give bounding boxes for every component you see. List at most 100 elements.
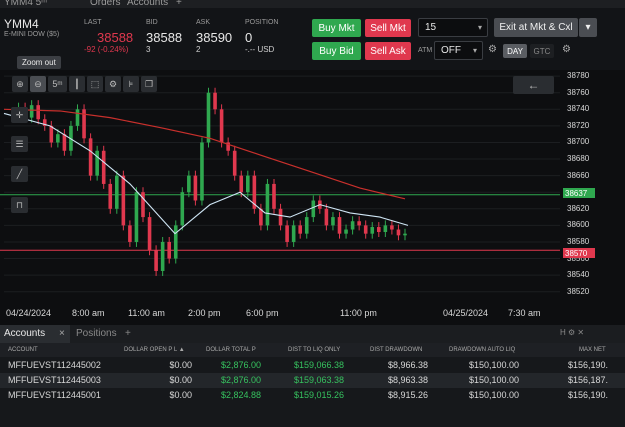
- candle-body: [160, 241, 165, 271]
- price-tick-label: 38740: [567, 104, 590, 114]
- lock-icon[interactable]: ⊓: [11, 197, 28, 213]
- time-tick-label: 6:00 pm: [246, 308, 279, 318]
- add-tab-button[interactable]: +: [125, 328, 131, 339]
- candle-body: [259, 208, 263, 226]
- candle-body: [363, 225, 368, 234]
- col-dollar-total-pl[interactable]: DOLLAR TOTAL P: [206, 347, 256, 353]
- cell-dist-drawdown: $8,966.38: [387, 360, 428, 370]
- col-dist-drawdown[interactable]: DIST DRAWDOWN: [370, 347, 423, 353]
- cell-dist-drawdown: $8,915.26: [387, 390, 428, 400]
- col-drawdown-auto-liq[interactable]: DRAWDOWN AUTO LIQ: [449, 347, 516, 353]
- atm-value: OFF: [441, 45, 461, 56]
- price-tag-red: 38570: [563, 248, 595, 258]
- bar-type-icon[interactable]: ┃: [69, 76, 85, 92]
- candle-body: [272, 183, 276, 209]
- candle-body: [324, 208, 329, 226]
- gear-icon[interactable]: ⚙: [105, 76, 121, 92]
- zoom-out-icon[interactable]: ⊖: [30, 76, 46, 92]
- time-tick-label: 7:30 am: [508, 308, 541, 318]
- candle-body: [141, 192, 145, 218]
- table-row[interactable]: MFFUEVST112445001 $0.00 $2,824.88 $159,0…: [0, 388, 625, 403]
- quantity-select[interactable]: 15 ▾: [418, 18, 488, 37]
- cell-auto-liq: $150,100.00: [468, 390, 519, 400]
- time-tick-label: 04/24/2024: [6, 308, 52, 318]
- candle-body: [62, 134, 67, 151]
- price-tick-label: 38560: [567, 253, 590, 263]
- table-row[interactable]: MFFUEVST112445003 $0.00 $2,876.00 $159,0…: [0, 373, 625, 388]
- position-value: 0: [245, 30, 253, 45]
- zoom-in-icon[interactable]: ⊕: [12, 76, 28, 92]
- candle-body: [357, 221, 361, 226]
- chart-toolbar: ⊕ ⊖ 5ᵐ ┃ ⬚ ⚙ ⊧ ❐: [12, 76, 159, 92]
- price-tick-label: 38780: [567, 71, 590, 81]
- candle-body: [370, 227, 375, 234]
- candle-body: [383, 225, 388, 233]
- cell-max-net: $156,190.: [568, 360, 609, 370]
- cell-dist-drawdown: $8,963.38: [387, 375, 428, 385]
- quote-header: YMM4 E-MINI DOW ($5) LAST 38588 -92 (-0.…: [0, 8, 625, 70]
- table-row[interactable]: MFFUEVST112445002 $0.00 $2,876.00 $159,0…: [0, 358, 625, 373]
- ask-size: 2: [196, 45, 201, 54]
- scroll-to-latest-button[interactable]: ←: [513, 76, 554, 94]
- cell-total-pl: $2,824.88: [220, 390, 261, 400]
- cell-total-pl: $2,876.00: [220, 375, 261, 385]
- selection-icon[interactable]: ⬚: [87, 76, 103, 92]
- tab-accounts[interactable]: Accounts: [4, 328, 46, 339]
- candle-body: [232, 150, 237, 176]
- chart-canvas[interactable]: [0, 70, 625, 325]
- candle-body: [350, 221, 355, 230]
- candle-body: [291, 225, 296, 242]
- cell-total-pl: $2,876.00: [220, 360, 261, 370]
- tab-chart[interactable]: YMM4 5ᵐ: [4, 0, 47, 8]
- position-label: POSITION: [245, 19, 279, 26]
- indicators-icon[interactable]: ⊧: [123, 76, 139, 92]
- buy-bid-button[interactable]: Buy Bid: [312, 42, 361, 60]
- crosshair-icon[interactable]: ✛: [11, 107, 28, 123]
- tif-gtc-toggle[interactable]: GTC: [530, 44, 554, 58]
- price-tick-label: 38680: [567, 154, 590, 164]
- col-dist-to-liq[interactable]: DIST TO LIQ ONLY: [288, 347, 341, 353]
- last-label: LAST: [84, 19, 102, 26]
- candle-body: [134, 192, 139, 242]
- gear-icon[interactable]: ⚙: [488, 44, 497, 55]
- exit-options-chevron-icon[interactable]: ▾: [579, 18, 597, 37]
- candle-body: [304, 217, 309, 234]
- candle-body: [115, 175, 119, 209]
- panel-controls-icon[interactable]: H ⚙ ✕: [560, 328, 585, 337]
- gear-icon[interactable]: ⚙: [562, 44, 571, 55]
- price-tick-label: 38660: [567, 170, 590, 180]
- tab-accounts[interactable]: Accounts: [127, 0, 169, 8]
- candle-body: [285, 225, 289, 242]
- tab-positions[interactable]: Positions: [76, 328, 117, 339]
- symbol-name[interactable]: YMM4: [4, 17, 39, 31]
- add-tab-button[interactable]: +: [176, 0, 182, 8]
- candle-body: [42, 119, 47, 126]
- notes-icon[interactable]: ☰: [11, 136, 28, 152]
- templates-icon[interactable]: ❐: [141, 76, 157, 92]
- col-dollar-open-pl[interactable]: DOLLAR OPEN P L ▲: [124, 347, 185, 353]
- draw-line-icon[interactable]: ╱: [11, 166, 28, 182]
- price-chart[interactable]: [0, 70, 625, 325]
- candle-body: [154, 250, 158, 271]
- candle-body: [239, 175, 244, 193]
- atm-select[interactable]: OFF ▾: [434, 41, 483, 60]
- tab-orders[interactable]: Orders: [90, 0, 121, 8]
- col-max-net[interactable]: MAX NET: [579, 347, 606, 353]
- candle-body: [95, 150, 99, 176]
- sell-market-button[interactable]: Sell Mkt: [365, 19, 411, 37]
- ask-price: 38590: [196, 30, 233, 45]
- candle-body: [311, 200, 316, 218]
- close-icon[interactable]: ×: [59, 328, 65, 339]
- window-tab-strip: YMM4 5ᵐ Orders Accounts +: [0, 0, 625, 8]
- cell-account: MFFUEVST112445003: [8, 375, 101, 385]
- bid-label: BID: [146, 19, 158, 26]
- col-account[interactable]: ACCOUNT: [8, 347, 38, 353]
- bid-size: 3: [146, 45, 151, 54]
- sell-ask-button[interactable]: Sell Ask: [365, 42, 411, 60]
- candle-body: [167, 241, 171, 259]
- period-button[interactable]: 5ᵐ: [48, 76, 67, 92]
- tif-day-toggle[interactable]: DAY: [503, 44, 527, 58]
- candle-body: [219, 109, 224, 143]
- buy-market-button[interactable]: Buy Mkt: [312, 19, 361, 37]
- exit-at-market-button[interactable]: Exit at Mkt & Cxl: [494, 18, 578, 37]
